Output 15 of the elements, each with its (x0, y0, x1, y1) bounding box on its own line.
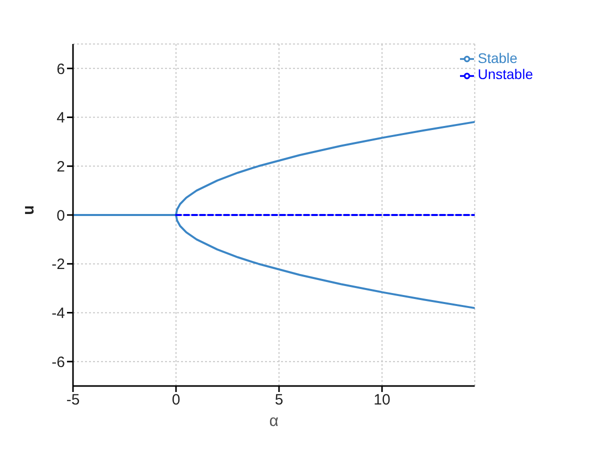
y-tick-label: 6 (56, 60, 65, 78)
x-axis-title: α (269, 413, 278, 430)
y-tick-label: 0 (56, 207, 65, 224)
y-tick-label: -4 (52, 305, 65, 322)
y-tick-label: 4 (56, 110, 65, 127)
y-tick-label: -2 (52, 256, 65, 274)
y-tick-label: -6 (52, 354, 65, 371)
x-tick-label: -5 (66, 392, 80, 409)
legend-label: Unstable (478, 66, 533, 82)
legend-label: Stable (478, 50, 518, 66)
y-axis-title: u (20, 205, 38, 215)
x-tick-label: 10 (374, 392, 390, 409)
x-tick-label: 0 (172, 392, 180, 409)
x-tick-label: 5 (274, 392, 284, 409)
y-tick-label: 2 (56, 158, 65, 176)
